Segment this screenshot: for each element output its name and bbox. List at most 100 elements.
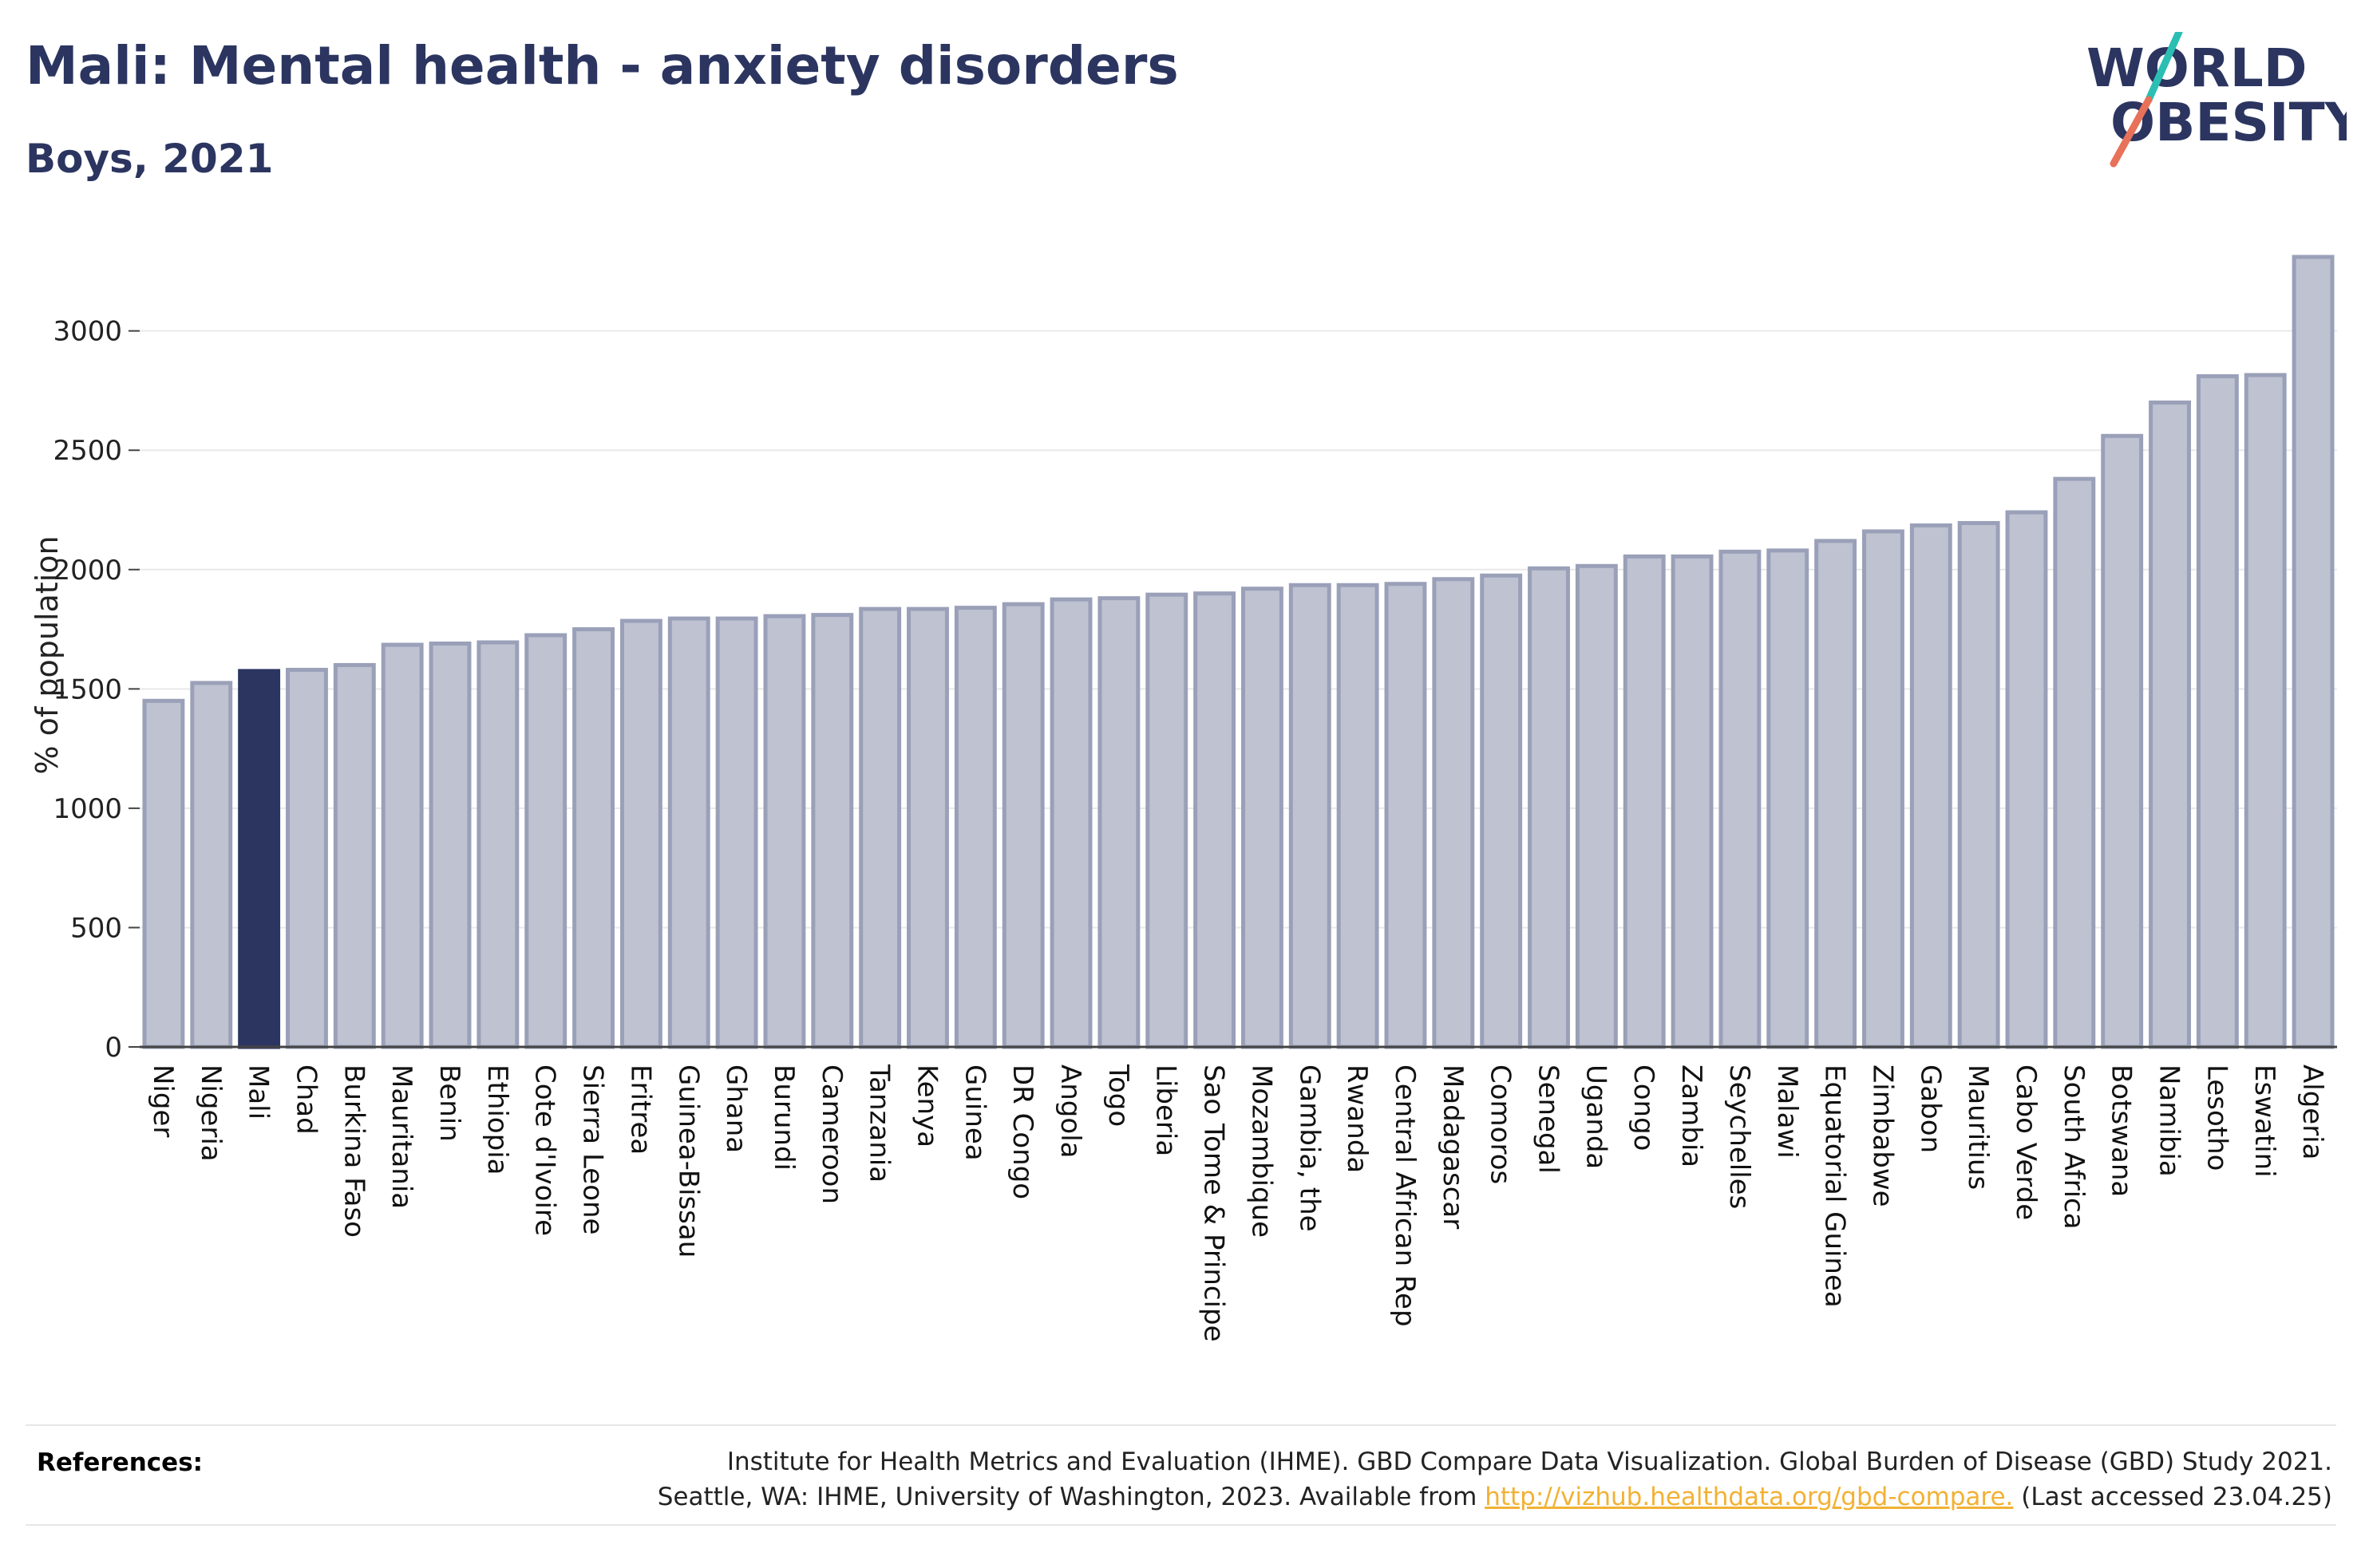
x-tick-label: Gambia, the bbox=[1293, 1064, 1325, 1232]
bar-togo bbox=[1097, 596, 1141, 1049]
bar-niger bbox=[142, 698, 185, 1049]
bar-malawi bbox=[1766, 548, 1809, 1049]
bar-tanzania bbox=[859, 606, 902, 1049]
references-divider-top bbox=[26, 1424, 2336, 1426]
bar-burkina-faso bbox=[333, 662, 376, 1049]
x-tick-label: Cote d'Ivoire bbox=[529, 1064, 561, 1236]
x-tick-label: Mali bbox=[243, 1064, 275, 1120]
bar-eswatini bbox=[2244, 373, 2287, 1049]
logo-slash-teal bbox=[2145, 32, 2183, 104]
x-tick-label: South Africa bbox=[2058, 1064, 2090, 1230]
bar-botswana bbox=[2101, 433, 2144, 1049]
bar-ethiopia bbox=[477, 640, 520, 1049]
bar-namibia bbox=[2149, 400, 2191, 1049]
y-tick-label: 3000 bbox=[53, 316, 122, 348]
x-tick-label: Chad bbox=[290, 1064, 322, 1135]
bar-nigeria bbox=[190, 681, 233, 1049]
logo-line1: WORLD bbox=[2086, 38, 2308, 99]
bar-mali bbox=[238, 669, 281, 1049]
reference-link[interactable]: http://vizhub.healthdata.org/gbd-compare… bbox=[1485, 1483, 2014, 1511]
bar-algeria bbox=[2292, 255, 2335, 1049]
bar-burundi bbox=[763, 614, 806, 1049]
x-tick-label: Ghana bbox=[720, 1064, 752, 1153]
x-tick-label: Madagascar bbox=[1437, 1064, 1469, 1229]
x-tick-label: Malawi bbox=[1771, 1064, 1803, 1159]
x-tick-label: Tanzania bbox=[864, 1064, 896, 1183]
bar-madagascar bbox=[1432, 577, 1475, 1049]
bar-guinea-bissau bbox=[667, 616, 710, 1049]
y-tick-label: 1500 bbox=[53, 673, 122, 705]
bar-ghana bbox=[715, 616, 758, 1049]
x-tick-label: Liberia bbox=[1150, 1064, 1182, 1156]
x-tick-label: Gabon bbox=[1914, 1064, 1946, 1153]
x-tick-label: Ethiopia bbox=[481, 1064, 513, 1175]
x-tick-label: Guinea bbox=[959, 1064, 991, 1161]
bar-equatorial-guinea bbox=[1814, 539, 1857, 1049]
x-tick-label: Togo bbox=[1102, 1064, 1134, 1127]
bar-eritrea bbox=[619, 618, 662, 1049]
x-tick-label: Angola bbox=[1054, 1064, 1086, 1158]
x-tick-label: Burundi bbox=[768, 1064, 800, 1171]
x-tick-label: Nigeria bbox=[195, 1064, 227, 1162]
x-tick-label: Cabo Verde bbox=[2010, 1064, 2042, 1220]
x-tick-label: Guinea-Bissau bbox=[672, 1064, 704, 1258]
reference-line-1: Institute for Health Metrics and Evaluat… bbox=[726, 1448, 2332, 1476]
references-divider-bottom bbox=[26, 1524, 2336, 1526]
x-tick-label: Benin bbox=[433, 1064, 465, 1142]
world-obesity-logo: WORLD OBESITY bbox=[2086, 32, 2347, 168]
bar-seychelles bbox=[1718, 549, 1762, 1049]
bar-guinea bbox=[954, 606, 997, 1049]
bar-zambia bbox=[1671, 554, 1714, 1049]
bar-mauritania bbox=[381, 642, 424, 1049]
bar-comoros bbox=[1480, 573, 1523, 1049]
bar-cote-d-ivoire bbox=[524, 633, 568, 1049]
x-tick-label: Cameroon bbox=[816, 1064, 848, 1204]
y-tick-label: 0 bbox=[105, 1032, 122, 1064]
chart-title: Mali: Mental health - anxiety disorders bbox=[26, 35, 1179, 97]
bar-central-african-rep bbox=[1384, 582, 1427, 1049]
reference-line-2: Seattle, WA: IHME, University of Washing… bbox=[657, 1483, 2332, 1511]
x-tick-label: Sierra Leone bbox=[577, 1064, 609, 1234]
logo-slash-coral bbox=[2110, 96, 2153, 168]
y-tick-label: 2500 bbox=[53, 435, 122, 467]
references-label: References: bbox=[37, 1448, 204, 1477]
x-tick-label: Rwanda bbox=[1341, 1064, 1373, 1173]
x-tick-label: Zimbabwe bbox=[1866, 1064, 1898, 1207]
x-tick-label: Central African Rep bbox=[1389, 1064, 1421, 1327]
bar-uganda bbox=[1575, 563, 1618, 1049]
bar-mauritius bbox=[1957, 520, 2000, 1049]
y-tick-label: 2000 bbox=[53, 555, 122, 587]
x-tick-label: Uganda bbox=[1580, 1064, 1612, 1169]
x-tick-label: Lesotho bbox=[2201, 1064, 2232, 1171]
bar-dr-congo bbox=[1002, 602, 1045, 1049]
bar-gambia-the bbox=[1288, 583, 1331, 1049]
x-tick-label: Eritrea bbox=[624, 1064, 656, 1155]
bar-zimbabwe bbox=[1862, 529, 1904, 1049]
x-tick-label: Comoros bbox=[1485, 1064, 1517, 1184]
x-tick-label: Equatorial Guinea bbox=[1819, 1064, 1851, 1308]
x-tick-label: Burkina Faso bbox=[338, 1064, 370, 1238]
x-tick-label: Kenya bbox=[911, 1064, 943, 1147]
x-tick-label: Seychelles bbox=[1723, 1064, 1755, 1209]
x-tick-label: Botswana bbox=[2106, 1064, 2138, 1197]
bar-gabon bbox=[1909, 523, 1952, 1049]
bar-mozambique bbox=[1240, 587, 1283, 1049]
chart-subtitle: Boys, 2021 bbox=[26, 136, 274, 182]
bar-sao-tome-principe bbox=[1193, 591, 1236, 1049]
bar-south-africa bbox=[2053, 476, 2096, 1049]
bar-congo bbox=[1623, 554, 1666, 1049]
bar-kenya bbox=[907, 606, 949, 1049]
bar-benin bbox=[429, 642, 472, 1049]
bar-cameroon bbox=[811, 613, 854, 1049]
bar-chad bbox=[286, 667, 328, 1049]
references-text: Institute for Health Metrics and Evaluat… bbox=[658, 1444, 2332, 1515]
bar-liberia bbox=[1145, 592, 1188, 1049]
x-tick-label: Mauritania bbox=[386, 1064, 417, 1209]
bar-chart: 0 500 1000 1500 2000 2500 3000 % of population N… bbox=[30, 255, 2337, 1342]
y-tick-label: 1000 bbox=[53, 793, 122, 825]
bar-cabo-verde bbox=[2005, 510, 2048, 1049]
x-tick-label: Namibia bbox=[2153, 1064, 2185, 1177]
bar-senegal bbox=[1528, 566, 1570, 1049]
y-tick-label: 500 bbox=[70, 912, 122, 944]
x-tick-label: Mozambique bbox=[1245, 1064, 1277, 1238]
